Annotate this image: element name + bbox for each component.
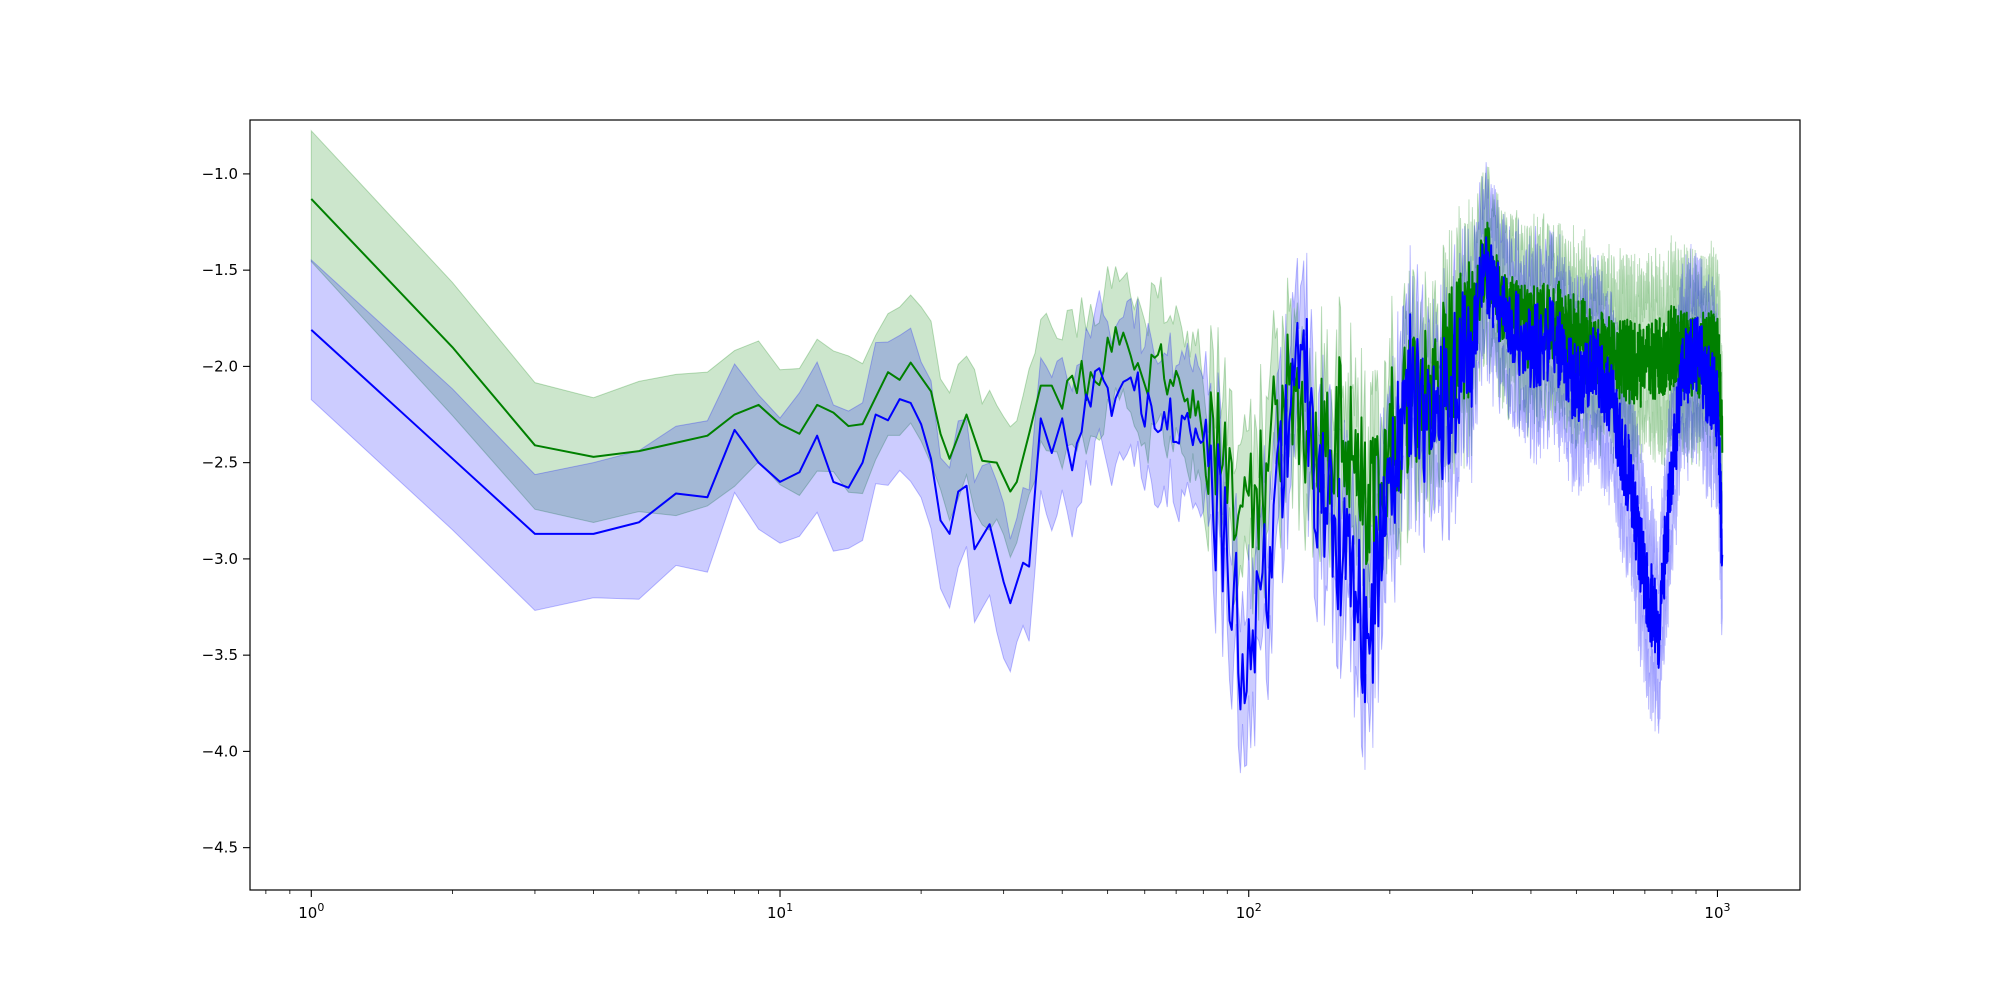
y-tick-label: −3.0 [202,550,238,568]
y-tick-label: −4.0 [202,742,238,760]
x-tick-label: 100 [298,901,324,922]
y-axis: −1.0 −1.5 −2.0 −2.5 −3.0 −3.5 −4.0 −4.5 [202,165,250,857]
lines-layer [310,198,1724,711]
plot-frame [249,119,1801,891]
y-tick-label: −1.0 [202,165,238,183]
y-tick-label: −1.5 [202,261,238,279]
y-tick-label: −3.5 [202,646,238,664]
y-tick-label: −2.0 [202,357,238,375]
bands-layer [310,129,1723,774]
y-tick-label: −4.5 [202,839,238,857]
series-1-line [310,236,1724,711]
x-axis: 100 101 102 103 [265,890,1731,922]
x-tick-label: 102 [1236,901,1262,922]
x-tick-label: 101 [767,901,793,922]
x-tick-label: 103 [1704,901,1730,922]
y-tick-label: −2.5 [202,454,238,472]
